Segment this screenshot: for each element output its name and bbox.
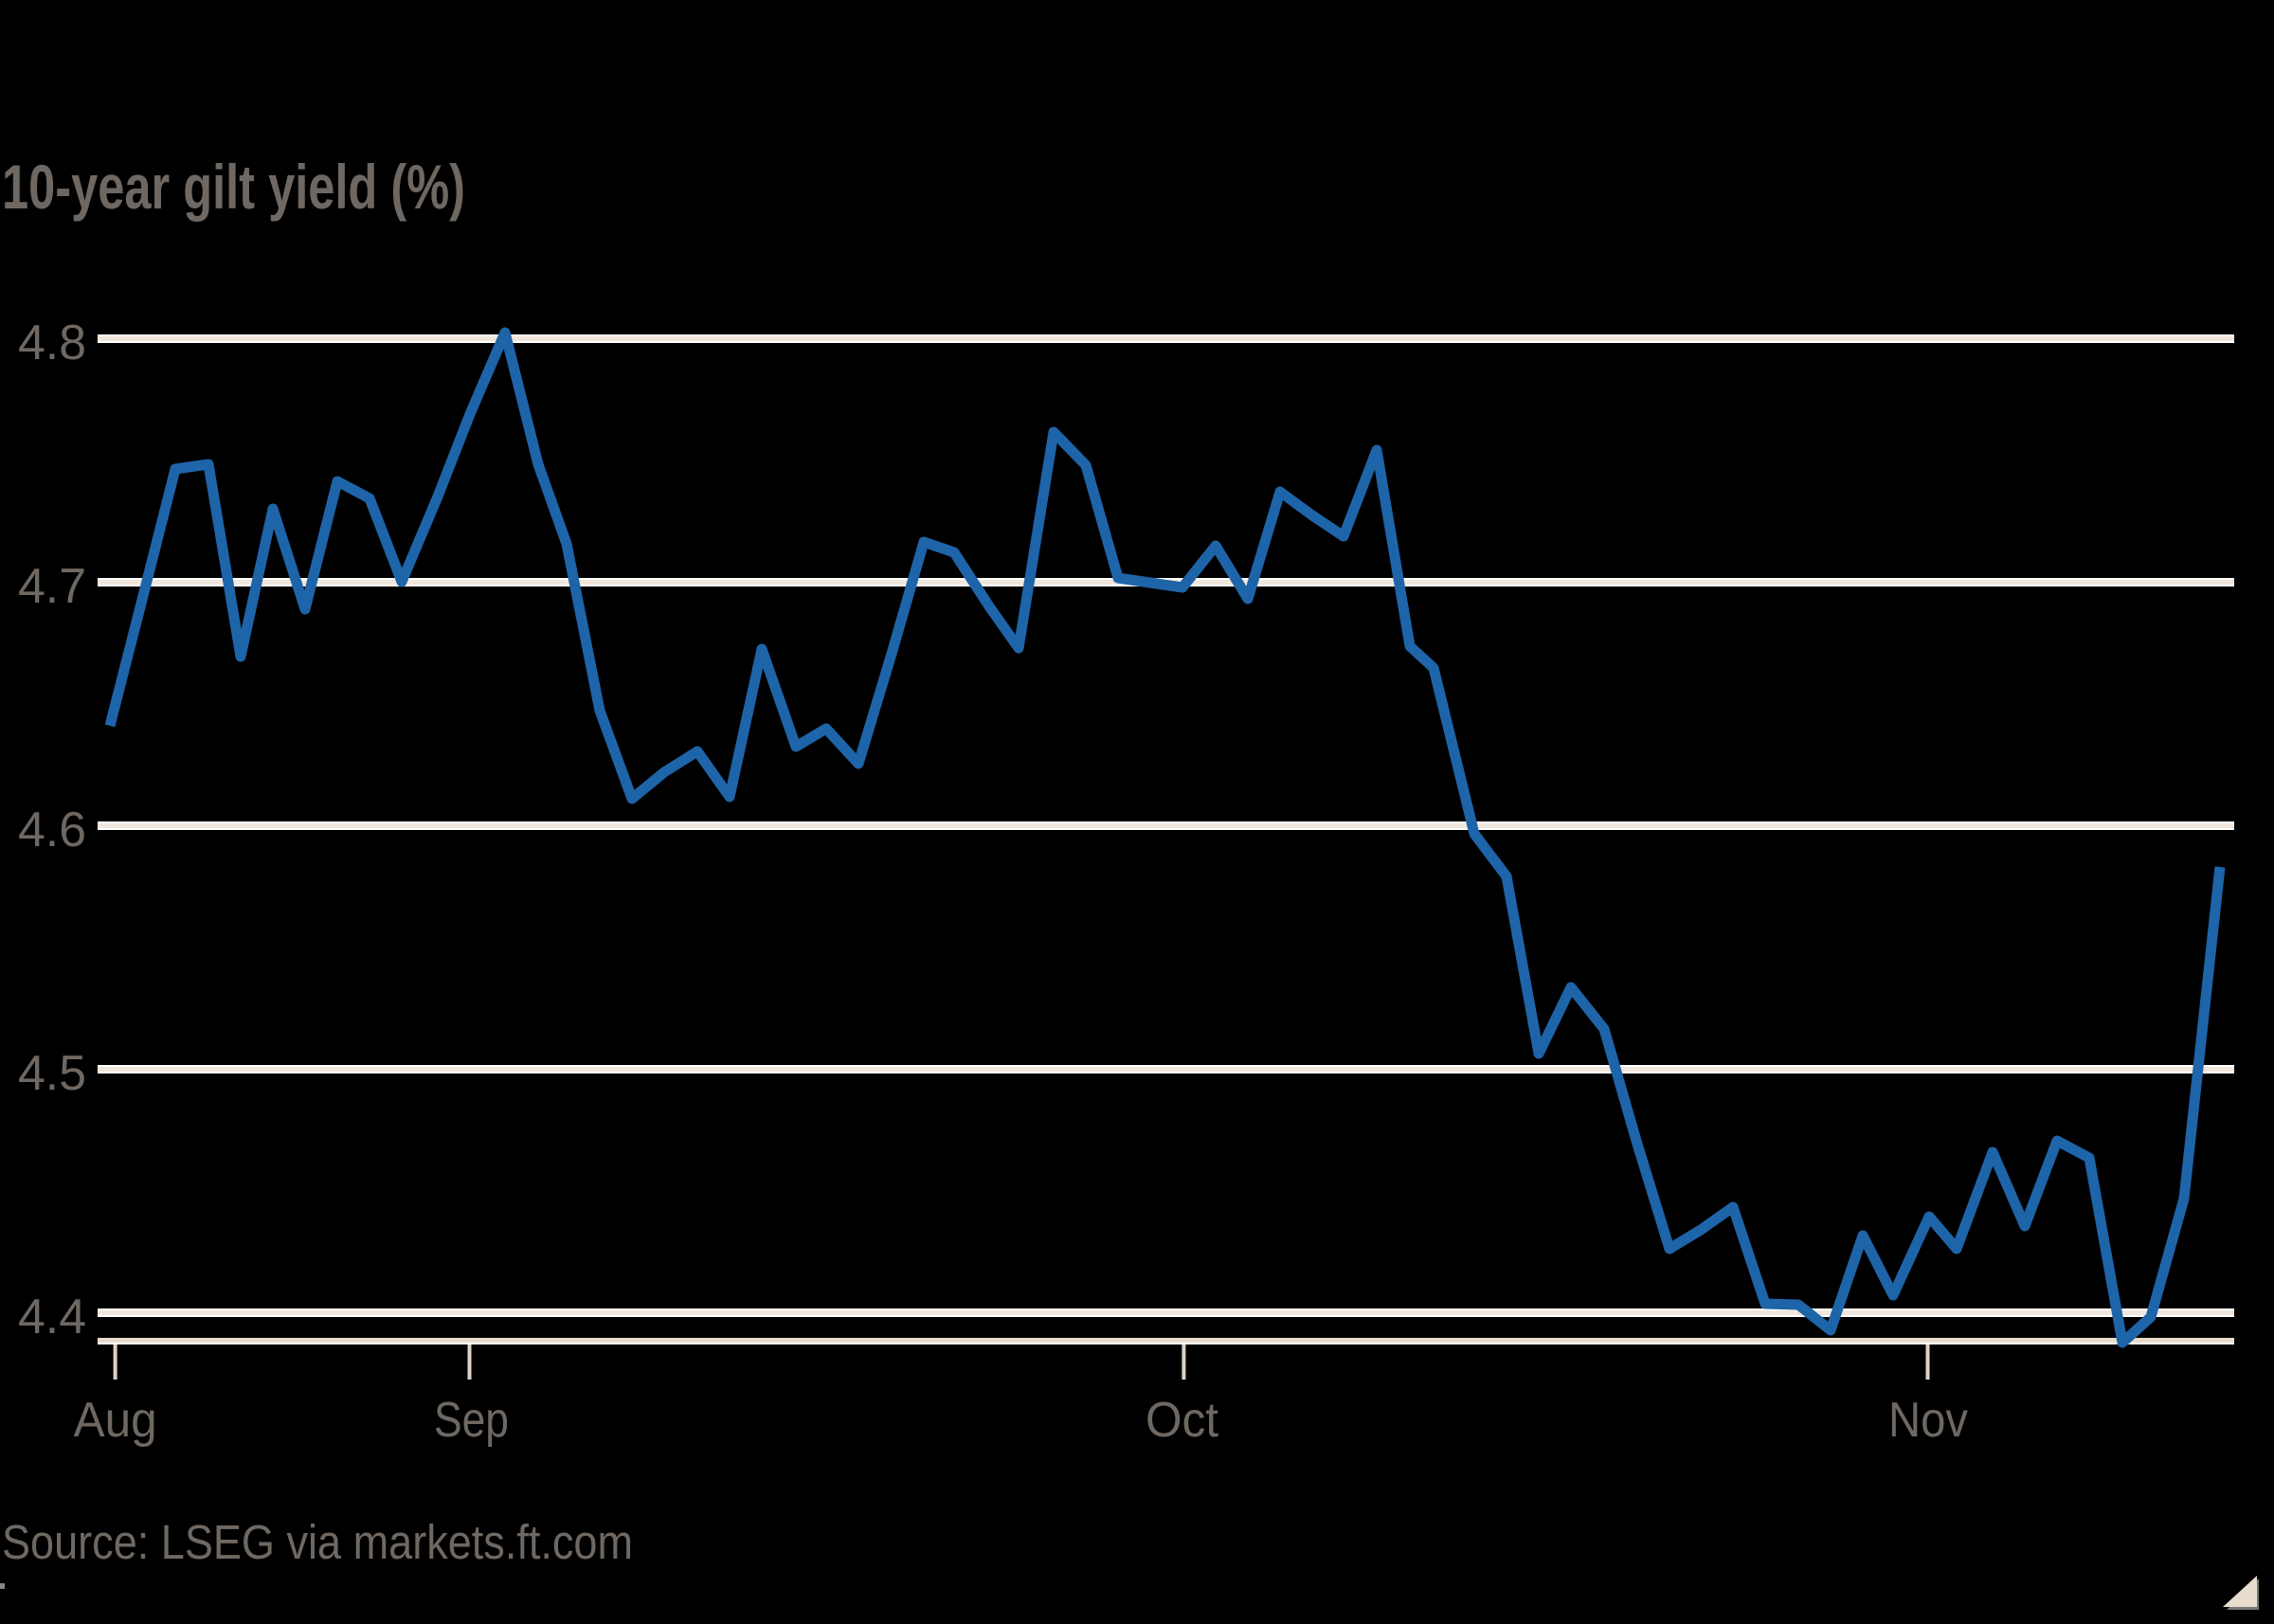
svg-text:Oct: Oct (1146, 1393, 1219, 1448)
svg-text:Sep: Sep (434, 1393, 509, 1448)
svg-text:4.5: 4.5 (18, 1046, 86, 1101)
svg-text:4.4: 4.4 (18, 1290, 86, 1344)
svg-text:4.6: 4.6 (18, 803, 86, 857)
svg-text:4.7: 4.7 (18, 559, 86, 614)
svg-text:4.8: 4.8 (18, 316, 86, 370)
svg-text:Aug: Aug (74, 1393, 157, 1448)
svg-text:Source: LSEG via markets.ft.co: Source: LSEG via markets.ft.com (2, 1515, 633, 1569)
svg-text:Nov: Nov (1888, 1393, 1968, 1448)
svg-text:10-year gilt yield (%): 10-year gilt yield (%) (2, 152, 465, 222)
